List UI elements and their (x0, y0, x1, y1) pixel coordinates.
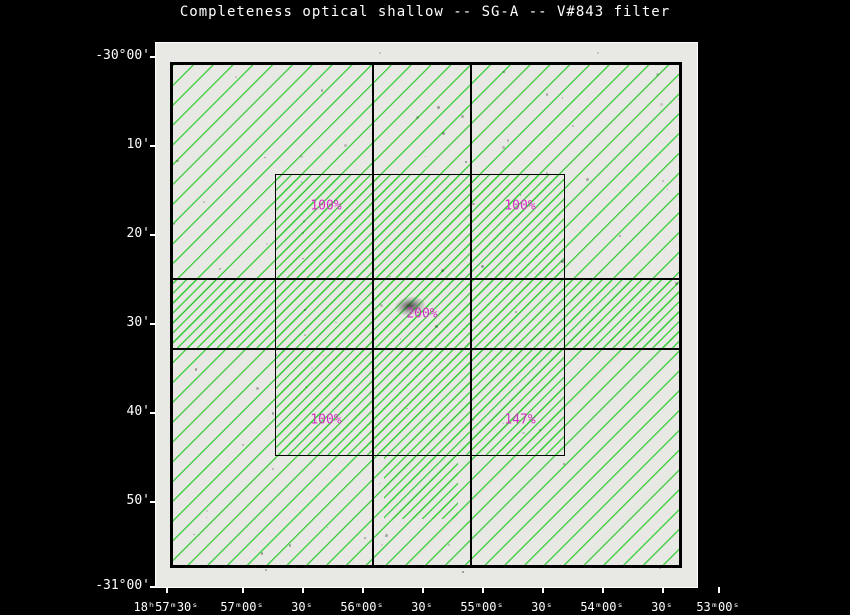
x-tick-label: 57ᵐ00ˢ (220, 600, 263, 614)
x-tick-label: 30ˢ (411, 600, 433, 614)
x-tick-label: 54ᵐ00ˢ (580, 600, 623, 614)
y-tick-label: 10' (30, 137, 150, 152)
percent-label: 100% (310, 413, 341, 428)
y-tick-label: 30' (30, 315, 150, 330)
x-tick-label: 30ˢ (651, 600, 673, 614)
x-tick-label: 56ᵐ00ˢ (340, 600, 383, 614)
x-tick-label: 53ᵐ00ˢ (696, 600, 739, 614)
y-tick-label: 40' (30, 404, 150, 419)
x-tick-label: 18ʰ57ᵐ30ˢ (133, 600, 198, 614)
x-tick-label: 30ˢ (291, 600, 313, 614)
percent-label: 147% (504, 413, 535, 428)
y-tick-label: 50' (30, 493, 150, 508)
y-tick-label: 20' (30, 226, 150, 241)
percent-label: 100% (504, 199, 535, 214)
percent-label: 100% (310, 199, 341, 214)
chart-title: Completeness optical shallow -- SG-A -- … (0, 4, 850, 20)
percent-label: 200% (406, 307, 437, 322)
x-tick-label: 30ˢ (531, 600, 553, 614)
x-tick-label: 55ᵐ00ˢ (460, 600, 503, 614)
y-tick-label: -30°00' (30, 48, 150, 63)
y-tick-label: -31°00' (30, 578, 150, 593)
